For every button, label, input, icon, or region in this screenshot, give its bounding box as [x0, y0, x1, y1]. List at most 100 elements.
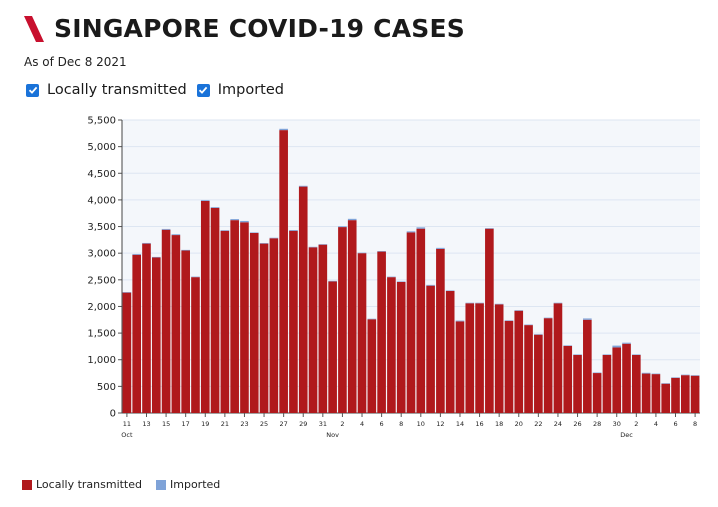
bar-imported [602, 354, 612, 355]
bar-locally-transmitted [269, 238, 279, 413]
filter-imported[interactable]: Imported [196, 82, 284, 98]
bar-locally-transmitted [328, 281, 337, 413]
x-tick-label: 19 [201, 420, 209, 428]
bar-imported [612, 345, 622, 348]
bar-imported [494, 303, 504, 305]
checkbox-locally-transmitted[interactable] [26, 83, 39, 97]
bar-imported [377, 251, 386, 252]
bar-imported [200, 200, 210, 201]
bar-locally-transmitted [367, 319, 377, 413]
bar-imported [210, 207, 220, 208]
y-tick-label: 0 [110, 409, 116, 420]
bar-imported [632, 354, 641, 355]
filter-label: Locally transmitted [47, 82, 187, 98]
x-tick-label: 13 [142, 420, 150, 428]
bar-imported [680, 374, 690, 376]
bar-imported [445, 290, 455, 292]
x-tick-label: 23 [240, 420, 248, 428]
bar-imported [671, 377, 680, 378]
bar-locally-transmitted [142, 243, 151, 413]
x-tick-label: 30 [613, 420, 621, 428]
x-tick-label: 21 [221, 420, 229, 428]
bar-locally-transmitted [161, 229, 171, 413]
bar-imported [690, 375, 700, 376]
y-tick-label: 2,000 [87, 302, 116, 313]
bar-locally-transmitted [191, 277, 200, 413]
bar-locally-transmitted [289, 230, 298, 413]
cases-bar-chart: 0 500 1,000 1,500 2,000 2,500 3,000 3,500 4,000 4… [87, 116, 700, 439]
bar-locally-transmitted [318, 244, 328, 413]
y-tick-label: 500 [97, 382, 116, 393]
bar-locally-transmitted [298, 186, 308, 413]
bar-locally-transmitted [416, 228, 426, 413]
month-label: Dec [620, 431, 633, 439]
bar-locally-transmitted [338, 227, 347, 413]
bar-locally-transmitted [387, 277, 396, 413]
x-tick-label: 26 [573, 420, 581, 428]
x-tick-label: 14 [456, 420, 464, 428]
bar-imported [563, 345, 573, 346]
bar-imported [455, 320, 465, 322]
bar-imported [651, 373, 661, 375]
bar-imported [289, 230, 298, 231]
bar-locally-transmitted [514, 310, 524, 413]
bar-imported [641, 372, 651, 374]
bar-imported [151, 256, 161, 258]
bar-imported [396, 281, 406, 282]
x-tick-label: 25 [260, 420, 268, 428]
bar-locally-transmitted [279, 130, 288, 413]
bar-imported [357, 252, 367, 254]
legend-swatch-local [22, 479, 32, 490]
bar-locally-transmitted [347, 220, 357, 413]
bar-locally-transmitted [181, 250, 190, 413]
bar-imported [308, 246, 318, 248]
bar-locally-transmitted [455, 321, 465, 413]
bar-locally-transmitted [465, 303, 475, 413]
bar-imported [504, 320, 514, 321]
bar-locally-transmitted [151, 257, 161, 413]
checkmark-icon [28, 86, 37, 94]
checkmark-icon [199, 86, 208, 94]
bar-imported [142, 242, 151, 244]
bar-imported [573, 354, 582, 355]
bar-imported [240, 220, 249, 223]
y-tick-label: 2,500 [87, 275, 116, 286]
bar-locally-transmitted [485, 228, 494, 413]
bar-locally-transmitted [308, 247, 318, 413]
bar-locally-transmitted [426, 285, 435, 413]
x-tick-label: 18 [495, 420, 503, 428]
bar-imported [249, 232, 259, 233]
bar-imported [259, 243, 269, 244]
month-label: Nov [326, 431, 339, 439]
x-tick-label: 20 [515, 420, 523, 428]
bar-imported [583, 318, 592, 320]
checkbox-imported[interactable] [196, 83, 210, 97]
series-filters: Locally transmitted Imported [26, 82, 284, 98]
bar-imported [534, 334, 543, 335]
bar-locally-transmitted [377, 251, 386, 413]
x-tick-label: 29 [299, 420, 307, 428]
legend-label: Locally transmitted [36, 478, 142, 491]
x-tick-label: 4 [654, 420, 658, 428]
bar-imported [220, 230, 230, 231]
month-label: Oct [121, 431, 133, 439]
bar-locally-transmitted [122, 292, 132, 413]
legend-item-imported[interactable]: Imported [156, 478, 220, 491]
bar-locally-transmitted [200, 200, 210, 413]
bar-imported [279, 128, 288, 131]
bar-imported [191, 276, 200, 278]
x-tick-label: 8 [693, 420, 697, 428]
filter-locally-transmitted[interactable]: Locally transmitted [26, 82, 187, 98]
x-tick-label: 31 [319, 420, 327, 428]
legend-label: Imported [170, 478, 221, 491]
filter-label: Imported [217, 82, 284, 98]
as-of-date: As of Dec 8 2021 [24, 55, 127, 69]
y-tick-label: 4,000 [87, 195, 116, 206]
bar-imported [622, 342, 631, 344]
x-tick-label: 22 [534, 420, 542, 428]
legend-item-local[interactable]: Locally transmitted [22, 478, 142, 491]
bar-locally-transmitted [406, 232, 416, 413]
bar-locally-transmitted [583, 319, 592, 413]
bar-imported [269, 237, 279, 239]
y-tick-label: 5,000 [87, 142, 116, 153]
